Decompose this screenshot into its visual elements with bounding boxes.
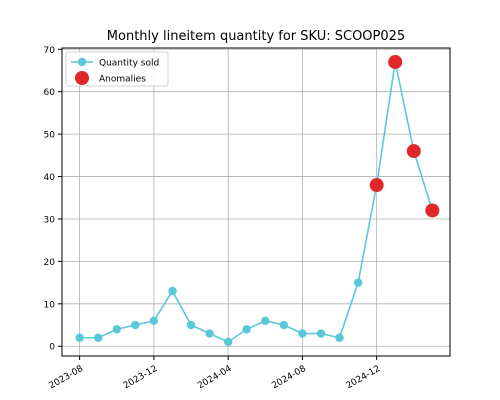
y-tick-label: 20 bbox=[44, 258, 56, 268]
point bbox=[279, 320, 289, 330]
legend-swatch bbox=[75, 71, 89, 85]
anomaly-point bbox=[388, 55, 403, 69]
anomaly-point bbox=[406, 144, 421, 159]
point bbox=[94, 333, 103, 342]
plot-frame bbox=[61, 47, 451, 357]
point bbox=[186, 320, 196, 330]
point bbox=[75, 333, 84, 342]
point bbox=[316, 329, 326, 338]
point bbox=[149, 316, 159, 325]
point bbox=[242, 325, 251, 334]
y-tick-label: 50 bbox=[44, 131, 56, 141]
point bbox=[168, 286, 177, 296]
anomaly-point bbox=[369, 178, 384, 193]
anomaly-point bbox=[425, 203, 440, 218]
point bbox=[131, 320, 140, 330]
point bbox=[335, 333, 344, 342]
point bbox=[298, 329, 307, 338]
point bbox=[261, 316, 270, 325]
point bbox=[112, 325, 121, 334]
legend-label: Quantity sold bbox=[99, 59, 159, 69]
y-tick-label: 0 bbox=[49, 343, 55, 353]
legend-swatch bbox=[77, 57, 87, 67]
legend-box bbox=[65, 51, 169, 87]
y-tick-label: 60 bbox=[44, 88, 56, 98]
y-tick-label: 40 bbox=[44, 173, 56, 183]
plot bbox=[75, 55, 440, 347]
chart-title: Monthly lineitem quantity for SKU: SCOOP… bbox=[107, 29, 405, 44]
y-tick-label: 70 bbox=[44, 46, 56, 56]
point bbox=[205, 329, 214, 338]
legend-label: Anomalies bbox=[99, 75, 146, 85]
y-tick-label: 30 bbox=[44, 215, 56, 225]
point bbox=[223, 337, 233, 347]
y-tick-label: 10 bbox=[44, 300, 56, 310]
point bbox=[353, 278, 363, 287]
legend: Quantity sold Anomalies bbox=[65, 51, 169, 87]
